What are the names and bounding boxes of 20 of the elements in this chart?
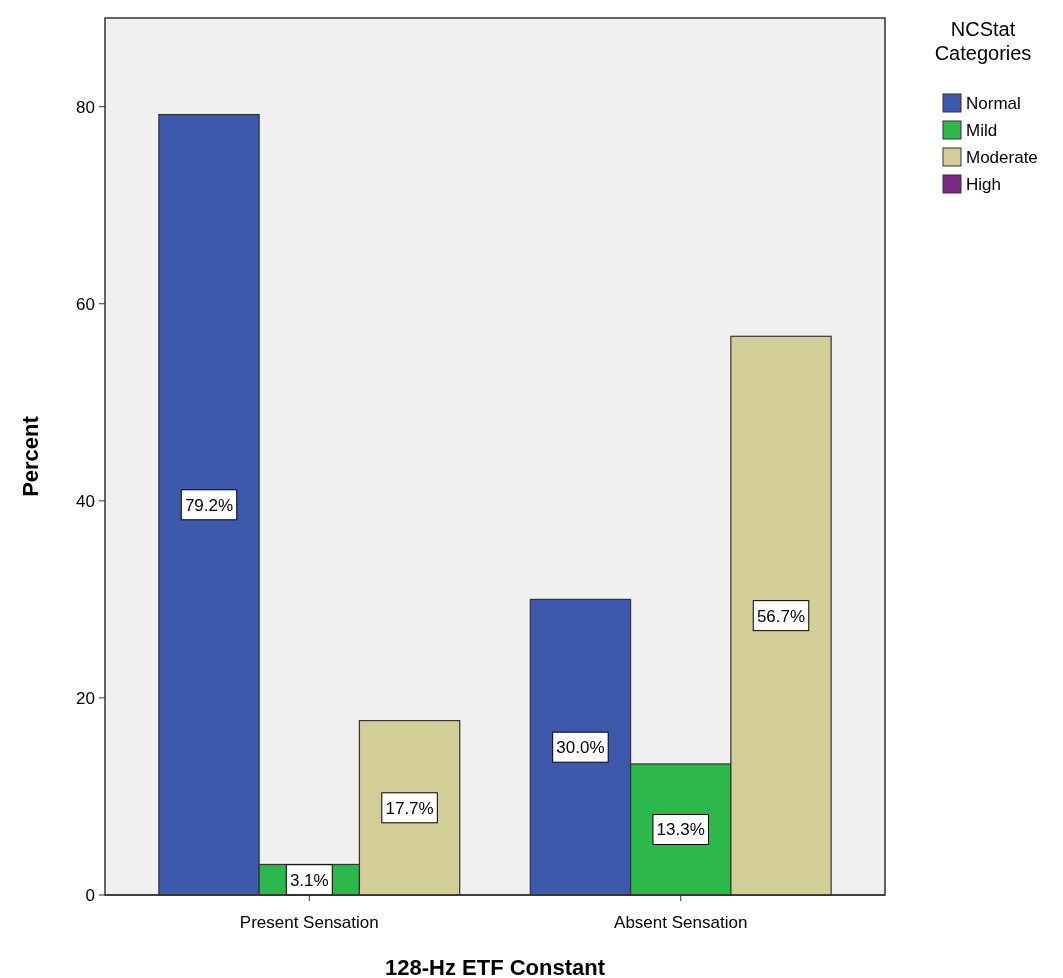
data-label: 79.2%	[184, 495, 234, 515]
y-tick-label: 40	[76, 491, 95, 511]
legend-label: Mild	[966, 121, 998, 140]
legend-label: Normal	[966, 94, 1021, 113]
legend-label: High	[966, 175, 1001, 194]
y-axis-title: Percent	[18, 415, 43, 497]
legend-label: Moderate	[966, 148, 1038, 167]
data-label: 13.3%	[656, 820, 705, 840]
data-label: 30.0%	[556, 738, 605, 758]
data-label: 3.1%	[289, 870, 329, 890]
x-tick-label: Absent Sensation	[614, 913, 748, 932]
data-label: 17.7%	[385, 798, 434, 818]
y-tick-label: 20	[76, 688, 95, 708]
x-tick-label: Present Sensation	[239, 913, 379, 932]
legend-title: NCStat Categories	[934, 18, 1032, 64]
y-tick-label: 0	[85, 886, 95, 905]
data-label: 56.7%	[756, 606, 806, 626]
y-tick-label: 80	[76, 97, 95, 117]
y-tick-label: 60	[76, 294, 95, 314]
x-axis-title: 128-Hz ETF Constant	[384, 955, 606, 978]
